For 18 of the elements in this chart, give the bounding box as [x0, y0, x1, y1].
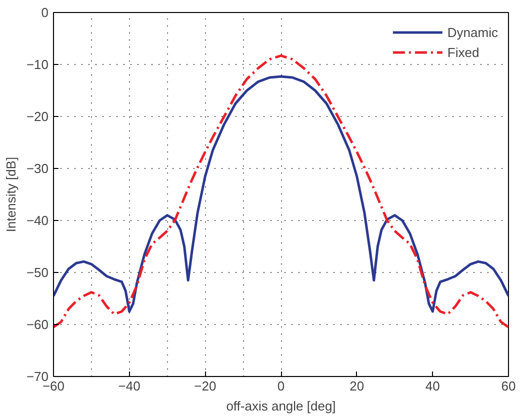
x-tick-label: −40	[118, 378, 140, 394]
y-tick-label: −60	[26, 317, 49, 332]
x-tick-label: 40	[425, 378, 440, 394]
x-tick-label: −20	[194, 378, 216, 394]
y-tick-label: −30	[26, 161, 49, 176]
y-tick-label: −40	[26, 213, 49, 228]
y-tick-label: 0	[41, 5, 49, 20]
x-tick-label: 60	[501, 378, 516, 394]
legend-label: Dynamic	[447, 24, 498, 40]
y-tick-label: −10	[26, 57, 49, 72]
y-tick-label: −50	[26, 265, 49, 280]
x-tick-label: 20	[350, 378, 364, 394]
x-tick-label: 0	[277, 378, 285, 394]
y-tick-label: −20	[26, 109, 49, 124]
legend-label: Fixed	[447, 44, 480, 60]
x-axis-title: off-axis angle [deg]	[226, 398, 336, 414]
y-axis-title: Intensity [dB]	[3, 156, 18, 232]
y-tick-label: −70	[26, 369, 49, 384]
